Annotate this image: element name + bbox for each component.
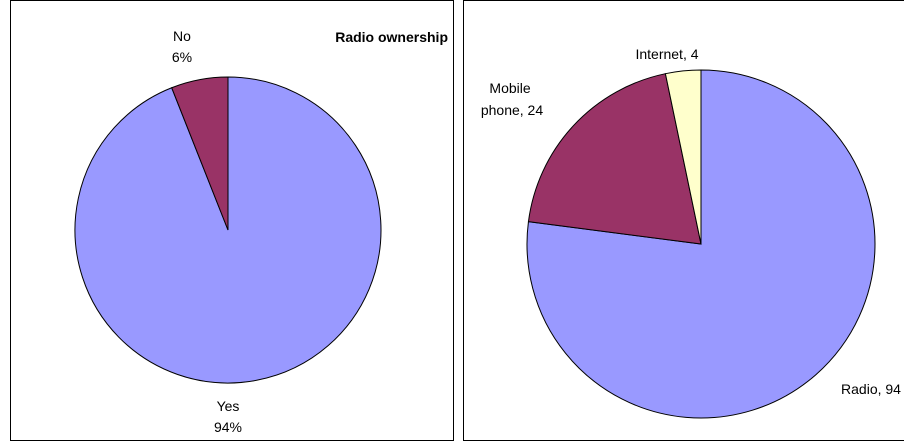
pie-slice-mobile-phone <box>527 73 702 245</box>
radio-ownership-pie-chart: Radio ownership Yes 94% No 6% <box>74 28 448 435</box>
pie-slice-no <box>171 76 229 231</box>
chart-title: Radio ownership <box>335 29 448 45</box>
pie-slice-internet <box>664 69 702 245</box>
media-usage-chart-panel: Radio, 94 Mobile phone, 24 Internet, 4 <box>463 0 904 441</box>
slice-label-mobile-phone-line1: Mobile <box>489 80 530 96</box>
slice-label-mobile-phone: Mobile phone, 24 <box>481 80 543 118</box>
slice-label-yes-value: 94% <box>214 419 242 435</box>
media-usage-pie-chart: Radio, 94 Mobile phone, 24 Internet, 4 <box>481 46 901 419</box>
slice-label-internet: Internet, 4 <box>635 46 698 62</box>
slice-label-yes-name: Yes <box>217 398 240 414</box>
slice-label-radio: Radio, 94 <box>841 381 901 397</box>
slice-label-no-value: 6% <box>172 49 192 65</box>
slice-label-yes: Yes 94% <box>214 398 242 435</box>
pie-slices <box>74 76 382 384</box>
radio-ownership-chart-panel: Radio ownership Yes 94% No 6% <box>10 0 454 441</box>
pie-slices <box>526 69 876 419</box>
slice-label-mobile-phone-line2: phone, 24 <box>481 102 543 118</box>
slice-label-no: No 6% <box>172 28 192 65</box>
slice-label-no-name: No <box>173 28 191 44</box>
